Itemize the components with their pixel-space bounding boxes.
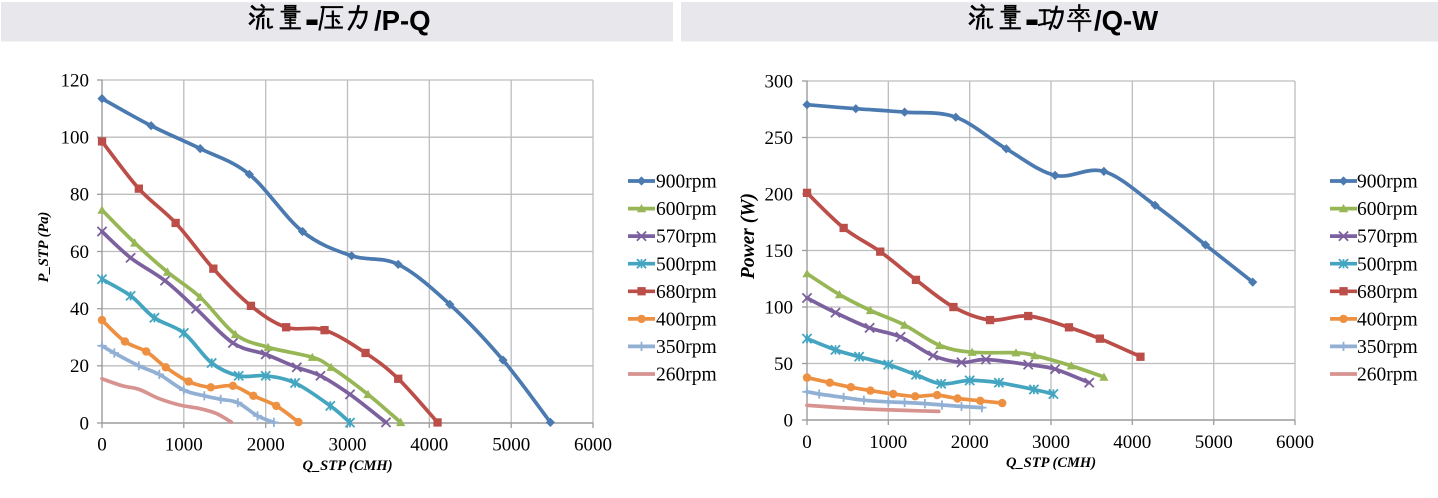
svg-text:20: 20: [70, 356, 89, 377]
svg-text:40: 40: [70, 299, 89, 320]
svg-text:260rpm: 260rpm: [656, 365, 717, 386]
svg-text:/Q-W: /Q-W: [1094, 5, 1158, 36]
svg-text:150: 150: [765, 241, 794, 262]
svg-text:5000: 5000: [1195, 432, 1233, 453]
svg-text:400rpm: 400rpm: [1357, 310, 1418, 331]
svg-text:350rpm: 350rpm: [1357, 337, 1418, 358]
svg-text:100: 100: [61, 128, 90, 149]
svg-text:500rpm: 500rpm: [1357, 254, 1418, 275]
svg-text:0: 0: [802, 432, 812, 453]
svg-text:50: 50: [774, 354, 793, 375]
svg-text:Power (W): Power (W): [738, 193, 759, 280]
svg-text:300: 300: [765, 71, 794, 92]
svg-text:4000: 4000: [1113, 432, 1151, 453]
svg-text:/P-Q: /P-Q: [374, 5, 431, 36]
svg-text:500rpm: 500rpm: [656, 254, 717, 275]
svg-text:80: 80: [70, 185, 89, 206]
svg-text:900rpm: 900rpm: [1357, 172, 1418, 193]
svg-text:120: 120: [61, 70, 90, 91]
svg-text:3000: 3000: [1032, 432, 1070, 453]
svg-text:570rpm: 570rpm: [1357, 227, 1418, 248]
svg-text:3000: 3000: [329, 435, 367, 456]
svg-text:2000: 2000: [247, 435, 285, 456]
svg-text:60: 60: [70, 242, 89, 263]
svg-text:680rpm: 680rpm: [656, 282, 717, 303]
svg-text:2000: 2000: [951, 432, 989, 453]
svg-text:260rpm: 260rpm: [1357, 365, 1418, 386]
svg-text:900rpm: 900rpm: [656, 172, 717, 193]
svg-text:570rpm: 570rpm: [656, 227, 717, 248]
svg-text:0: 0: [97, 435, 107, 456]
svg-text:0: 0: [784, 410, 794, 431]
svg-text:680rpm: 680rpm: [1357, 282, 1418, 303]
svg-text:400rpm: 400rpm: [656, 310, 717, 331]
svg-text:1000: 1000: [165, 435, 203, 456]
svg-text:Q_STP (CMH): Q_STP (CMH): [1006, 455, 1096, 471]
svg-text:6000: 6000: [1276, 432, 1314, 453]
svg-text:100: 100: [765, 297, 794, 318]
svg-text:P_STP (Pa): P_STP (Pa): [36, 212, 52, 283]
svg-text:600rpm: 600rpm: [656, 199, 717, 220]
svg-text:5000: 5000: [492, 435, 530, 456]
svg-text:200: 200: [765, 184, 794, 205]
svg-text:350rpm: 350rpm: [656, 337, 717, 358]
svg-text:1000: 1000: [869, 432, 907, 453]
svg-text:600rpm: 600rpm: [1357, 199, 1418, 220]
svg-text:4000: 4000: [410, 435, 448, 456]
svg-text:Q_STP (CMH): Q_STP (CMH): [302, 458, 392, 474]
svg-text:250: 250: [765, 128, 794, 149]
svg-text:6000: 6000: [574, 435, 612, 456]
svg-text:0: 0: [80, 413, 90, 434]
